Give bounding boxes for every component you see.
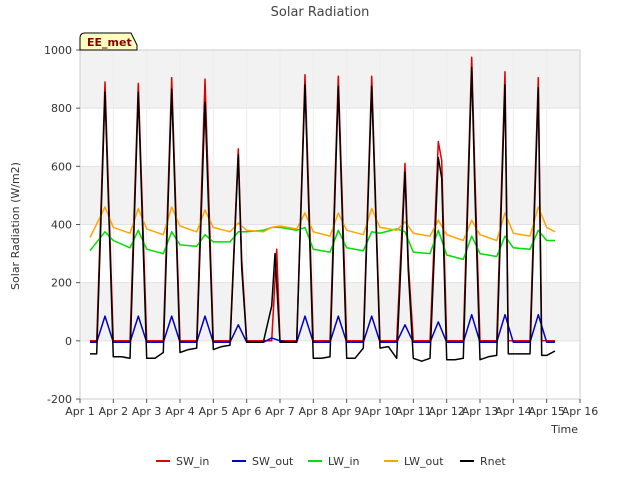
x-tick-label: Apr 9 — [332, 405, 362, 418]
x-tick-label: Apr 8 — [299, 405, 329, 418]
y-tick-label: 600 — [51, 160, 72, 173]
x-tick-label: Apr 11 — [395, 405, 432, 418]
legend-label: SW_out — [252, 455, 294, 468]
x-tick-label: Apr 7 — [265, 405, 295, 418]
y-tick-label: 400 — [51, 219, 72, 232]
annotation-label: EE_met — [87, 36, 132, 49]
x-tick-label: Apr 6 — [232, 405, 262, 418]
background-band — [80, 166, 580, 225]
series-line-sw-out — [90, 313, 555, 344]
plot-background-bands — [80, 50, 580, 341]
x-tick-label: Apr 10 — [362, 405, 399, 418]
series-line-lw-out — [89, 206, 556, 242]
y-tick-label: 0 — [65, 335, 72, 348]
x-tick-label: Apr 14 — [495, 405, 532, 418]
x-tick-label: Apr 16 — [562, 405, 599, 418]
annotation-box: EE_met — [79, 32, 138, 51]
series-line-lw-in — [89, 226, 555, 261]
x-tick-label: Apr 13 — [462, 405, 499, 418]
x-axis-ticks: Apr 1 Apr 2 Apr 3 Apr 4 Apr 5 Apr 6 Apr 7 Apr 8… — [65, 399, 598, 418]
series-line-rnet — [90, 66, 556, 362]
legend-label: LW_in — [328, 455, 360, 468]
y-tick-label: 800 — [51, 102, 72, 115]
legend-item: LW_out — [384, 455, 444, 468]
chart-title: Solar Radiation — [271, 5, 370, 20]
series-layer — [89, 56, 556, 362]
x-tick-label: Apr 4 — [165, 405, 195, 418]
x-tick-label: Apr 1 — [65, 405, 95, 418]
legend-item: SW_in — [156, 455, 209, 468]
y-tick-label: -200 — [47, 393, 72, 406]
legend: SW_in SW_out LW_in LW_out Rnet — [156, 455, 506, 468]
legend-label: SW_in — [176, 455, 209, 468]
x-tick-label: Apr 12 — [428, 405, 465, 418]
y-axis-ticks: -200 0 200 400 600 800 1000 — [44, 44, 80, 406]
x-tick-label: Apr 2 — [99, 405, 129, 418]
x-tick-label: Apr 15 — [528, 405, 565, 418]
x-tick-label: Apr 3 — [132, 405, 162, 418]
legend-label: LW_out — [404, 455, 444, 468]
legend-label: Rnet — [480, 455, 506, 468]
legend-item: SW_out — [232, 455, 294, 468]
y-axis-label: Solar Radiation (W/m2) — [9, 162, 22, 290]
x-tick-label: Apr 5 — [199, 405, 229, 418]
legend-item: Rnet — [460, 455, 506, 468]
legend-item: LW_in — [308, 455, 360, 468]
background-band — [80, 50, 580, 109]
y-tick-label: 200 — [51, 277, 72, 290]
x-axis-label: Time — [550, 423, 578, 436]
y-tick-label: 1000 — [44, 44, 72, 57]
